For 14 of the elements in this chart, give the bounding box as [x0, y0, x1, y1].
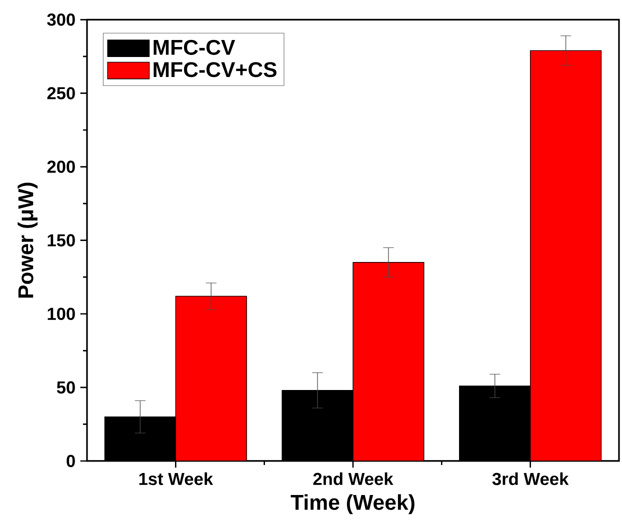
legend-label: MFC-CV: [154, 40, 236, 55]
y-axis-title: Power (μW): [18, 182, 38, 298]
y-tick-label: 100: [48, 308, 75, 320]
x-tick-label: 2nd Week: [313, 472, 394, 486]
y-tick-label: 200: [47, 160, 75, 173]
y-tick-label: 300: [47, 14, 75, 26]
y-tick-label: 0: [66, 454, 75, 468]
y-tick-label: 250: [47, 87, 75, 100]
y-tick-label: 150: [48, 234, 75, 246]
x-tick-label: 1st Week: [139, 472, 214, 486]
x-axis-title: Time (Week): [290, 494, 414, 514]
legend-label: MFC-CV+CS: [154, 62, 276, 78]
y-tick-label: 50: [56, 381, 75, 394]
x-tick-label: 3rd Week: [492, 472, 569, 486]
